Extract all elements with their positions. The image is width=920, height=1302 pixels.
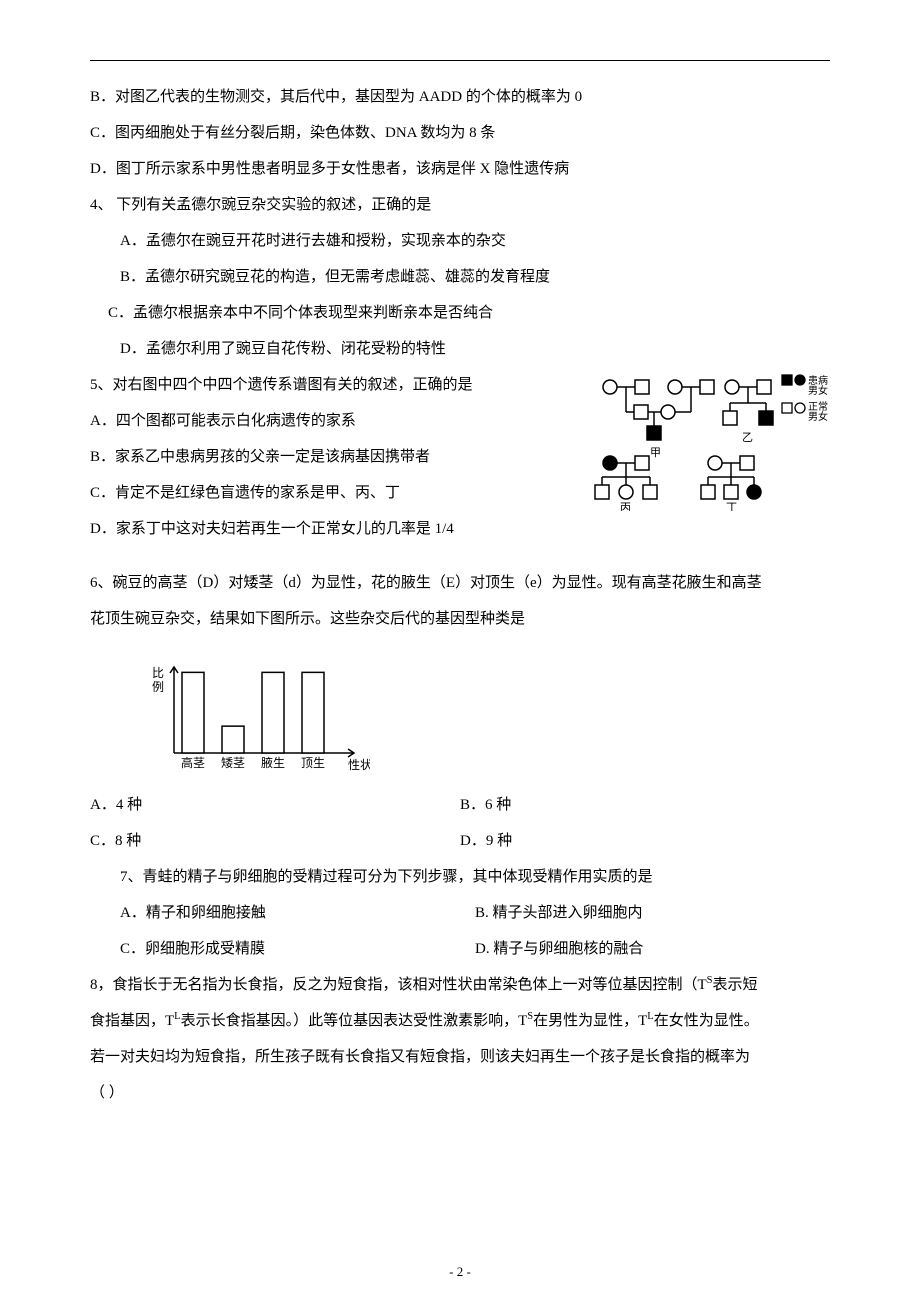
q7-c: C．卵细胞形成受精膜	[120, 931, 475, 967]
pedigree-svg: 甲 乙 患病 男女	[590, 371, 830, 511]
opt-c: C．图丙细胞处于有丝分裂后期，染色体数、DNA 数均为 8 条	[90, 115, 830, 151]
svg-text:丁: 丁	[726, 502, 737, 511]
svg-text:腋生: 腋生	[261, 755, 285, 770]
svg-text:男女: 男女	[808, 384, 828, 397]
q8-l2-c: 在男性为显性，T	[533, 1013, 647, 1029]
q6-a: A．4 种	[90, 787, 460, 823]
q6-stem-l1: 6、碗豆的高茎（D）对矮茎（d）为显性，花的腋生（E）对顶生（e）为显性。现有高…	[90, 565, 830, 601]
svg-text:顶生: 顶生	[301, 756, 325, 770]
svg-text:男女: 男女	[808, 410, 828, 423]
q6-chart-svg: 比例性状 高茎 矮茎 腋生 顶生	[140, 647, 370, 777]
q7-b: B. 精子头部进入卵细胞内	[475, 895, 830, 931]
q8-l1-a: 8，食指长于无名指为长食指，反之为短食指，该相对性状由常染色体上一对等位基因控制…	[90, 977, 707, 993]
q6-b: B．6 种	[460, 787, 830, 823]
svg-text:性状: 性状	[348, 758, 370, 772]
q8-l2: 食指基因，TL表示长食指基因。）此等位基因表达受性激素影响，TS在男性为显性，T…	[90, 1003, 830, 1039]
q6-chart: 比例性状 高茎 矮茎 腋生 顶生	[140, 647, 830, 777]
q8-l4: （ ）	[90, 1075, 830, 1111]
q6-stem-l2: 花顶生碗豆杂交，结果如下图所示。这些杂交后代的基因型种类是	[90, 601, 830, 637]
q4-stem: 4、 下列有关孟德尔豌豆杂交实验的叙述，正确的是	[90, 187, 830, 223]
q6-row1: A．4 种 B．6 种	[90, 787, 830, 823]
svg-text:例: 例	[152, 680, 164, 694]
q7-row1: A．精子和卵细胞接触 B. 精子头部进入卵细胞内	[90, 895, 830, 931]
q4-a: A．孟德尔在豌豆开花时进行去雄和授粉，实现亲本的杂交	[90, 223, 830, 259]
opt-d: D．图丁所示家系中男性患者明显多于女性患者，该病是伴 X 隐性遗传病	[90, 151, 830, 187]
q8-l3: 若一对夫妇均为短食指，所生孩子既有长食指又有短食指，则该夫妇再生一个孩子是长食指…	[90, 1039, 830, 1075]
spacer	[90, 547, 830, 565]
svg-text:矮茎: 矮茎	[221, 756, 245, 770]
svg-text:乙: 乙	[742, 431, 753, 444]
q6-d: D．9 种	[460, 823, 830, 859]
page: B．对图乙代表的生物测交，其后代中，基因型为 AADD 的个体的概率为 0 C．…	[0, 0, 920, 1302]
q8-l2-d: 在女性为显性。	[654, 1013, 759, 1029]
q8-l1-b: 表示短	[713, 977, 758, 993]
svg-text:高茎: 高茎	[181, 755, 205, 770]
q8-l1: 8，食指长于无名指为长食指，反之为短食指，该相对性状由常染色体上一对等位基因控制…	[90, 967, 830, 1003]
top-rule	[90, 60, 830, 61]
svg-text:甲: 甲	[650, 447, 661, 459]
q6-c: C．8 种	[90, 823, 460, 859]
q4-d: D．孟德尔利用了豌豆自花传粉、闭花受粉的特性	[90, 331, 830, 367]
q6-row2: C．8 种 D．9 种	[90, 823, 830, 859]
q4-b: B．孟德尔研究豌豆花的构造，但无需考虑雌蕊、雄蕊的发育程度	[90, 259, 830, 295]
q7-a: A．精子和卵细胞接触	[120, 895, 475, 931]
q8-l2-b: 表示长食指基因。）此等位基因表达受性激素影响，T	[181, 1013, 528, 1029]
opt-b: B．对图乙代表的生物测交，其后代中，基因型为 AADD 的个体的概率为 0	[90, 79, 830, 115]
q7-d: D. 精子与卵细胞核的融合	[475, 931, 830, 967]
q8-l2-a: 食指基因，T	[90, 1013, 174, 1029]
q7-row2: C．卵细胞形成受精膜 D. 精子与卵细胞核的融合	[90, 931, 830, 967]
q4-c: C．孟德尔根据亲本中不同个体表现型来判断亲本是否纯合	[90, 295, 830, 331]
q7-stem: 7、青蛙的精子与卵细胞的受精过程可分为下列步骤，其中体现受精作用实质的是	[90, 859, 830, 895]
page-number: - 2 -	[0, 1265, 920, 1278]
svg-text:丙: 丙	[620, 502, 631, 511]
pedigree-figure: 甲 乙 患病 男女	[590, 371, 830, 525]
svg-text:比: 比	[152, 666, 164, 680]
